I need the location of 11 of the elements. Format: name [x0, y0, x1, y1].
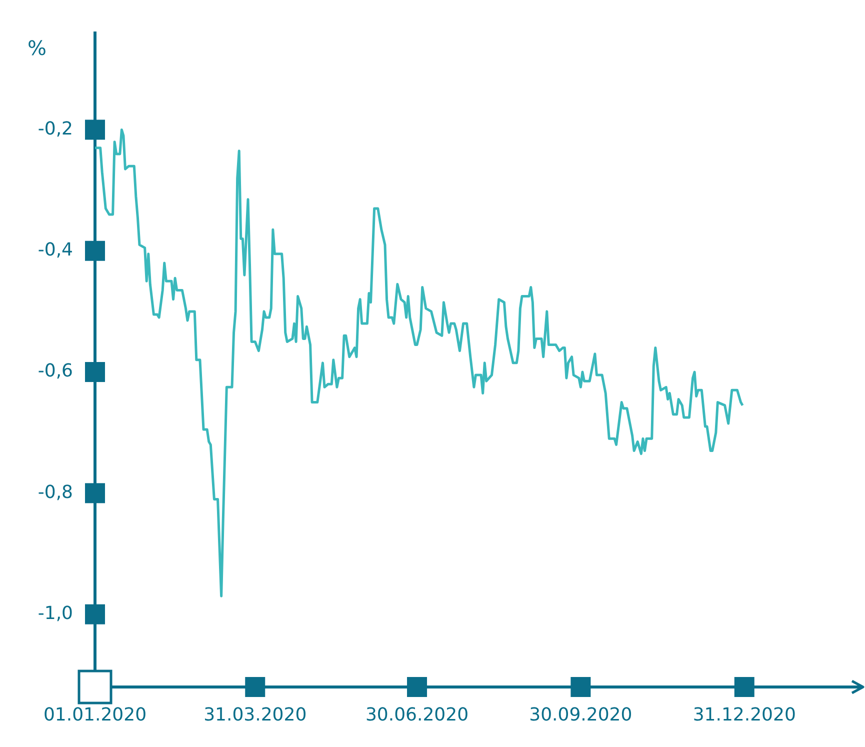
- y-tick-label: -0,8: [38, 482, 73, 503]
- x-tick-label: 31.03.2020: [204, 704, 307, 726]
- y-axis-title: %: [27, 36, 47, 60]
- x-tick-label: 31.12.2020: [692, 704, 796, 726]
- x-tick-label: 30.09.2020: [529, 704, 632, 726]
- y-tick-label: -1,0: [38, 602, 73, 624]
- x-tick-label: 30.06.2020: [365, 704, 469, 726]
- y-tick-label: -0,4: [38, 240, 73, 261]
- y-tick-label: -0,2: [38, 118, 73, 140]
- x-tick-label: 01.01.2020: [43, 704, 147, 726]
- y-tick-label: -0,6: [38, 360, 73, 382]
